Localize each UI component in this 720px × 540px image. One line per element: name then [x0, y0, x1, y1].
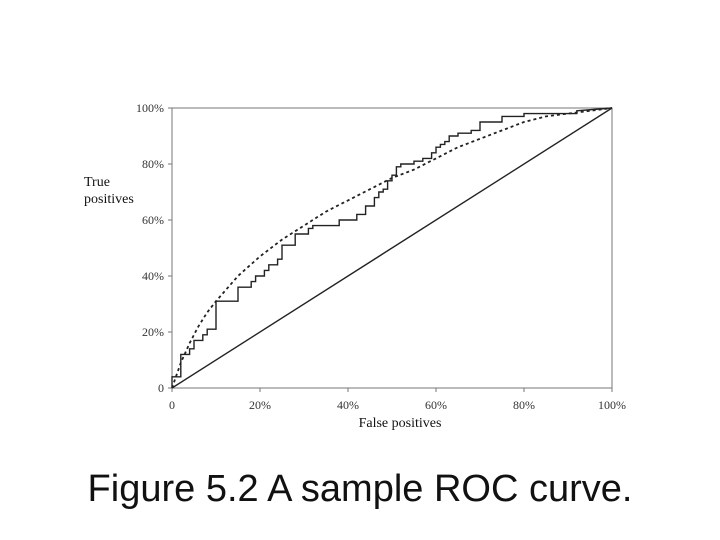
roc-chart: 0 20% 40% 60% 80% 100% 0 20% 40% 60% 80% 100% True…	[84, 101, 626, 431]
series-step-line	[171, 107, 613, 388]
y-tick-label: 100%	[136, 101, 164, 115]
y-axis-label: True positives	[84, 175, 134, 207]
y-tick-label: 20%	[142, 325, 164, 339]
x-tick-label: 40%	[337, 398, 359, 412]
y-tick-label: 60%	[142, 213, 164, 227]
series-dotted-line	[171, 107, 613, 389]
y-axis-ticks: 0 20% 40% 60% 80% 100%	[136, 101, 172, 395]
x-axis-ticks: 0 20% 40% 60% 80% 100%	[169, 388, 626, 412]
figure-caption: Figure 5.2 A sample ROC curve.	[87, 468, 633, 510]
y-tick-label: 0	[158, 381, 164, 395]
plot-frame	[171, 107, 613, 389]
x-axis-label: False positives	[359, 416, 442, 431]
x-tick-label: 80%	[513, 398, 535, 412]
y-tick-label: 80%	[142, 157, 164, 171]
x-tick-label: 100%	[598, 398, 626, 412]
chart-series	[171, 107, 613, 389]
series-solid-line	[171, 107, 613, 389]
x-tick-label: 60%	[425, 398, 447, 412]
chart-axes	[171, 107, 613, 389]
x-tick-label: 20%	[249, 398, 271, 412]
x-tick-label: 0	[169, 398, 175, 412]
y-tick-label: 40%	[142, 269, 164, 283]
